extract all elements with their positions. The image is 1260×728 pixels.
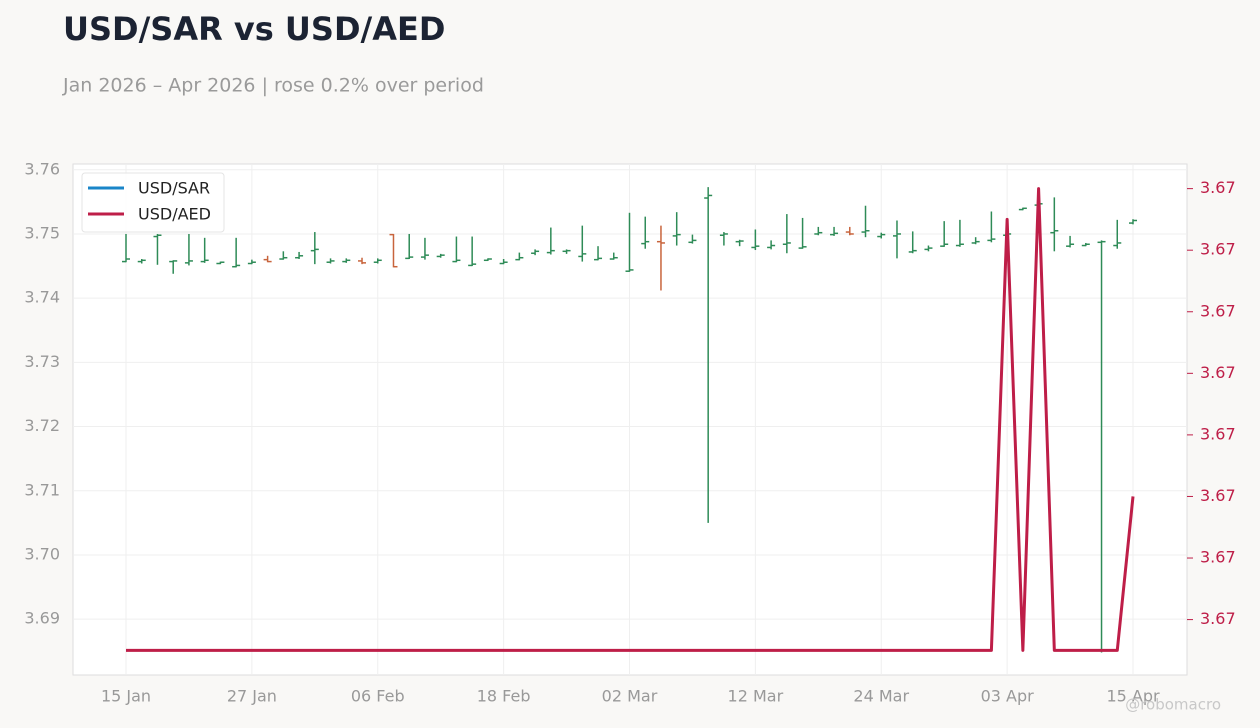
y2-tick-label: 3.67 — [1200, 178, 1236, 197]
chart-subtitle: Jan 2026 – Apr 2026 | rose 0.2% over per… — [62, 75, 484, 97]
y2-tick-label: 3.67 — [1200, 363, 1236, 382]
x-tick-label: 02 Mar — [602, 687, 658, 706]
x-tick-label: 24 Mar — [853, 687, 909, 706]
chart-title: USD/SAR vs USD/AED — [63, 10, 445, 48]
y-tick-label: 3.74 — [24, 288, 60, 307]
watermark: @robomacro — [1125, 696, 1221, 714]
y-tick-label: 3.71 — [24, 480, 60, 499]
marks — [122, 187, 1137, 653]
y-tick-label: 3.75 — [24, 223, 60, 242]
x-tick-label: 15 Jan — [101, 687, 151, 706]
y-tick-label: 3.69 — [24, 609, 60, 628]
y2-tick-label: 3.67 — [1200, 301, 1236, 320]
x-tick-label: 06 Feb — [351, 687, 405, 706]
x-tick-label: 27 Jan — [227, 687, 277, 706]
x-tick-label: 12 Mar — [728, 687, 784, 706]
y-tick-label: 3.73 — [24, 352, 60, 371]
y-tick-label: 3.72 — [24, 416, 60, 435]
legend: USD/SAR USD/AED — [81, 172, 225, 233]
y2-tick-label: 3.67 — [1200, 609, 1236, 628]
y-tick-label: 3.70 — [24, 544, 60, 563]
legend-label: USD/SAR — [138, 179, 210, 198]
legend-label: USD/AED — [138, 205, 211, 224]
y2-tick-label: 3.67 — [1200, 486, 1236, 505]
y-tick-label: 3.76 — [24, 159, 60, 178]
x-tick-label: 18 Feb — [477, 687, 531, 706]
x-tick-label: 03 Apr — [981, 687, 1035, 706]
y2-tick-label: 3.67 — [1200, 548, 1236, 567]
y2-tick-label: 3.67 — [1200, 424, 1236, 443]
y2-tick-label: 3.67 — [1200, 240, 1236, 259]
axes: 3.69 3.70 3.71 3.72 3.73 3.74 3.75 3.76 3.67 3.67… — [24, 159, 1235, 705]
x-tick-label: 15 Apr — [1106, 687, 1160, 706]
line-series — [126, 187, 1135, 652]
